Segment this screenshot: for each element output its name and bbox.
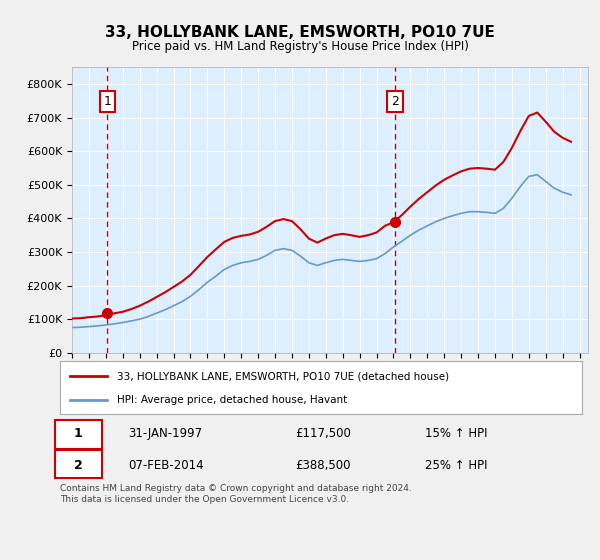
Text: 15% ↑ HPI: 15% ↑ HPI (425, 427, 488, 440)
Text: 07-FEB-2014: 07-FEB-2014 (128, 459, 203, 472)
Text: 1: 1 (103, 95, 111, 108)
Text: £117,500: £117,500 (295, 427, 351, 440)
Text: 25% ↑ HPI: 25% ↑ HPI (425, 459, 488, 472)
Text: 1: 1 (74, 427, 83, 440)
Text: £388,500: £388,500 (295, 459, 350, 472)
Text: 2: 2 (74, 459, 83, 472)
FancyBboxPatch shape (55, 450, 102, 478)
Text: 33, HOLLYBANK LANE, EMSWORTH, PO10 7UE (detached house): 33, HOLLYBANK LANE, EMSWORTH, PO10 7UE (… (118, 371, 449, 381)
Text: 31-JAN-1997: 31-JAN-1997 (128, 427, 202, 440)
Text: HPI: Average price, detached house, Havant: HPI: Average price, detached house, Hava… (118, 394, 347, 404)
Text: 33, HOLLYBANK LANE, EMSWORTH, PO10 7UE: 33, HOLLYBANK LANE, EMSWORTH, PO10 7UE (105, 25, 495, 40)
Text: Price paid vs. HM Land Registry's House Price Index (HPI): Price paid vs. HM Land Registry's House … (131, 40, 469, 53)
FancyBboxPatch shape (55, 421, 102, 449)
Text: Contains HM Land Registry data © Crown copyright and database right 2024.
This d: Contains HM Land Registry data © Crown c… (60, 484, 412, 504)
Text: 2: 2 (391, 95, 399, 108)
